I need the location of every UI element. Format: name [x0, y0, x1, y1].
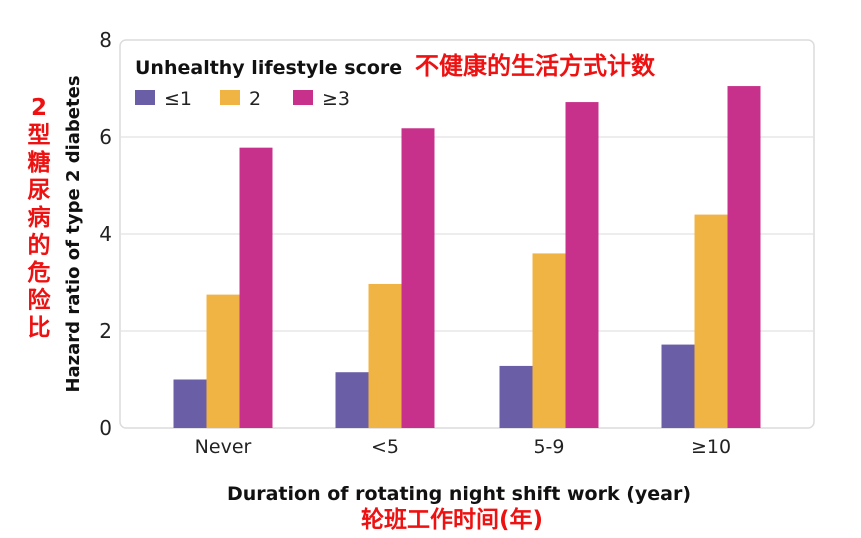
bar: [532, 253, 566, 428]
legend-items: ≤1 2 ≥3: [135, 88, 350, 110]
legend-swatch: [135, 90, 155, 105]
bars: [173, 86, 761, 429]
x-tick-label: <5: [371, 436, 399, 458]
legend-swatch: [293, 90, 313, 105]
x-axis-label: Duration of rotating night shift work (y…: [227, 483, 691, 505]
bar: [565, 102, 599, 428]
legend: Unhealthy lifestyle score 不健康的生活方式计数 ≤1 2…: [135, 52, 656, 110]
bar: [499, 365, 533, 428]
bar: [239, 147, 273, 429]
x-axis-label-cn: 轮班工作时间(年): [361, 506, 543, 533]
bar: [335, 372, 369, 428]
y-tick-label: 2: [99, 319, 112, 343]
bar: [727, 86, 761, 428]
bar: [368, 283, 402, 428]
x-axis-categories: Never <5 5-9 ≥10: [195, 436, 731, 458]
bar: [206, 294, 240, 428]
legend-label: ≥3: [322, 88, 350, 110]
legend-label: ≤1: [164, 88, 192, 110]
y-tick-label: 4: [99, 222, 112, 246]
x-tick-label: ≥10: [691, 436, 731, 458]
legend-swatch: [220, 90, 240, 105]
y-axis-label-cn: 2 型糖尿病的危险比: [28, 95, 52, 341]
x-tick-label: 5-9: [533, 436, 564, 458]
y-tick-label: 6: [99, 125, 112, 149]
bar: [173, 379, 207, 428]
y-axis-ticks: 0 2 4 6 8: [99, 28, 112, 440]
bar: [401, 128, 435, 428]
legend-title-cn: 不健康的生活方式计数: [415, 52, 656, 80]
x-tick-label: Never: [195, 436, 252, 458]
y-tick-label: 8: [99, 28, 112, 52]
legend-title: Unhealthy lifestyle score: [135, 57, 402, 79]
y-axis-label: Hazard ratio of type 2 diabetes: [63, 75, 84, 392]
y-tick-label: 0: [99, 416, 112, 440]
legend-label: 2: [249, 88, 261, 110]
bar: [694, 214, 728, 428]
bar: [661, 344, 695, 428]
